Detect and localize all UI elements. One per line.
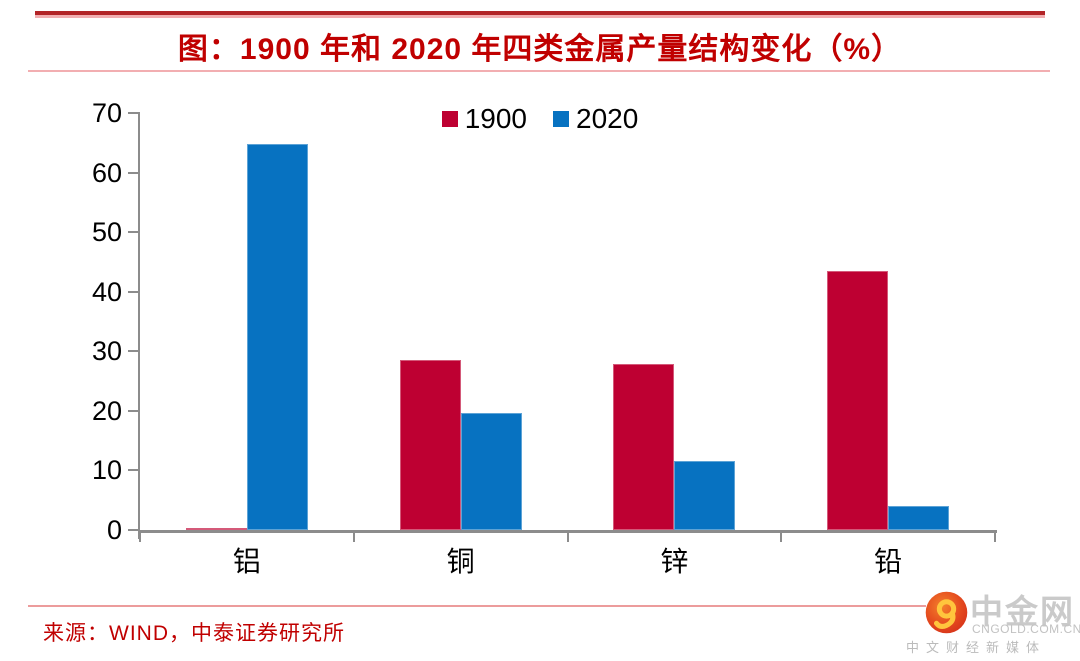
x-tick [139, 533, 141, 542]
top-rule [35, 11, 1045, 15]
legend-label: 2020 [576, 103, 639, 134]
y-tick [128, 350, 140, 353]
y-tick-label: 70 [91, 98, 122, 128]
chart-title: 图：1900 年和 2020 年四类金属产量结构变化（%） [177, 33, 903, 66]
bar-1900-锌 [613, 364, 675, 530]
x-category-label: 锌 [660, 546, 689, 577]
legend-swatch-icon [553, 111, 569, 127]
x-category-label: 铝 [232, 546, 261, 577]
y-tick-label: 20 [91, 395, 122, 426]
legend-swatch-icon [441, 111, 458, 127]
legend-item-2020: 2020 [553, 103, 638, 135]
logo-domain: CNGOLD.COM.CN [972, 622, 1080, 636]
cngold-cloud-icon [925, 591, 968, 634]
y-tick [128, 529, 140, 531]
legend-label: 1900 [464, 103, 527, 134]
chart-legend: 1900 2020 [0, 103, 1080, 135]
x-tick [994, 533, 996, 542]
y-tick-label: 50 [91, 217, 122, 248]
y-tick [128, 409, 140, 412]
bar-1900-铝 [185, 527, 247, 530]
legend-item-1900: 1900 [441, 103, 527, 135]
x-category-label: 铜 [446, 546, 475, 577]
x-category-label: 铅 [874, 546, 903, 577]
bar-2020-锌 [674, 460, 736, 530]
bar-2020-铅 [888, 506, 950, 530]
y-axis [138, 112, 140, 539]
x-tick [780, 533, 783, 542]
x-axis [138, 530, 997, 533]
y-tick [128, 231, 140, 234]
x-tick [352, 533, 355, 542]
bar-2020-铝 [246, 143, 308, 530]
y-tick [128, 171, 140, 174]
y-tick-label: 60 [91, 157, 122, 188]
cngold-logo: 中金网 CNGOLD.COM.CN 中文财经新媒体 [905, 585, 1080, 655]
y-tick [128, 112, 140, 114]
y-tick-label: 10 [91, 455, 122, 486]
top-rule-accent [35, 15, 1045, 18]
logo-tagline: 中文财经新媒体 [906, 640, 1047, 655]
footer-rule [28, 605, 926, 607]
bar-1900-铅 [827, 270, 889, 530]
title-underline [28, 70, 1050, 72]
y-tick-label: 40 [91, 276, 122, 307]
y-tick-label: 30 [91, 336, 122, 367]
source-text: 来源：WIND，中泰证券研究所 [43, 622, 345, 645]
logo-title: 中金网 [970, 593, 1075, 630]
x-tick [566, 533, 569, 542]
bar-2020-铜 [460, 413, 522, 530]
y-tick-label: 0 [106, 515, 122, 545]
y-tick [128, 290, 140, 293]
bar-1900-铜 [399, 360, 461, 530]
y-tick [128, 469, 140, 472]
